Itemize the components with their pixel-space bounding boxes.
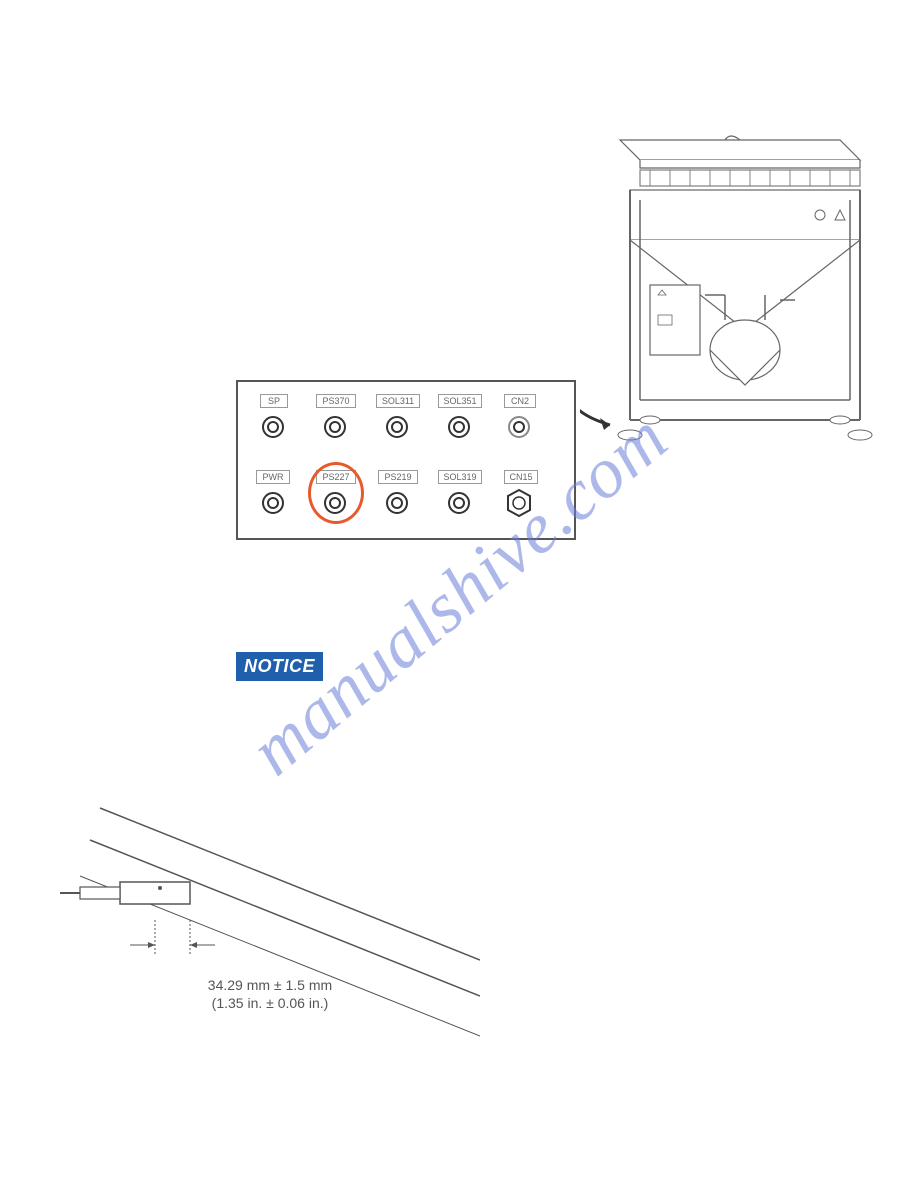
notice-badge: NOTICE bbox=[236, 652, 323, 681]
connector-cn15 bbox=[504, 488, 534, 518]
label-ps370: PS370 bbox=[316, 394, 356, 408]
connector-ps219 bbox=[386, 492, 408, 514]
label-sp: SP bbox=[260, 394, 288, 408]
label-ps219: PS219 bbox=[378, 470, 418, 484]
dimension-label: 34.29 mm ± 1.5 mm (1.35 in. ± 0.06 in.) bbox=[170, 976, 370, 1012]
connector-sol351 bbox=[448, 416, 470, 438]
highlight-ps227 bbox=[308, 462, 364, 524]
connector-cn2 bbox=[508, 416, 530, 438]
label-sol351: SOL351 bbox=[438, 394, 482, 408]
label-cn15: CN15 bbox=[504, 470, 538, 484]
connector-ps370 bbox=[324, 416, 346, 438]
label-sol319: SOL319 bbox=[438, 470, 482, 484]
label-sol311: SOL311 bbox=[376, 394, 420, 408]
connector-sol311 bbox=[386, 416, 408, 438]
dimension-in: (1.35 in. ± 0.06 in.) bbox=[170, 994, 370, 1012]
dimension-mm: 34.29 mm ± 1.5 mm bbox=[170, 976, 370, 994]
hopper-diagram bbox=[580, 120, 880, 460]
sensor-dimension-diagram bbox=[60, 780, 480, 1060]
connector-sp bbox=[262, 416, 284, 438]
connector-pwr bbox=[262, 492, 284, 514]
connector-panel: SP PS370 SOL311 SOL351 CN2 PWR PS227 PS2… bbox=[236, 380, 576, 540]
label-pwr: PWR bbox=[256, 470, 290, 484]
connector-sol319 bbox=[448, 492, 470, 514]
label-cn2: CN2 bbox=[504, 394, 536, 408]
